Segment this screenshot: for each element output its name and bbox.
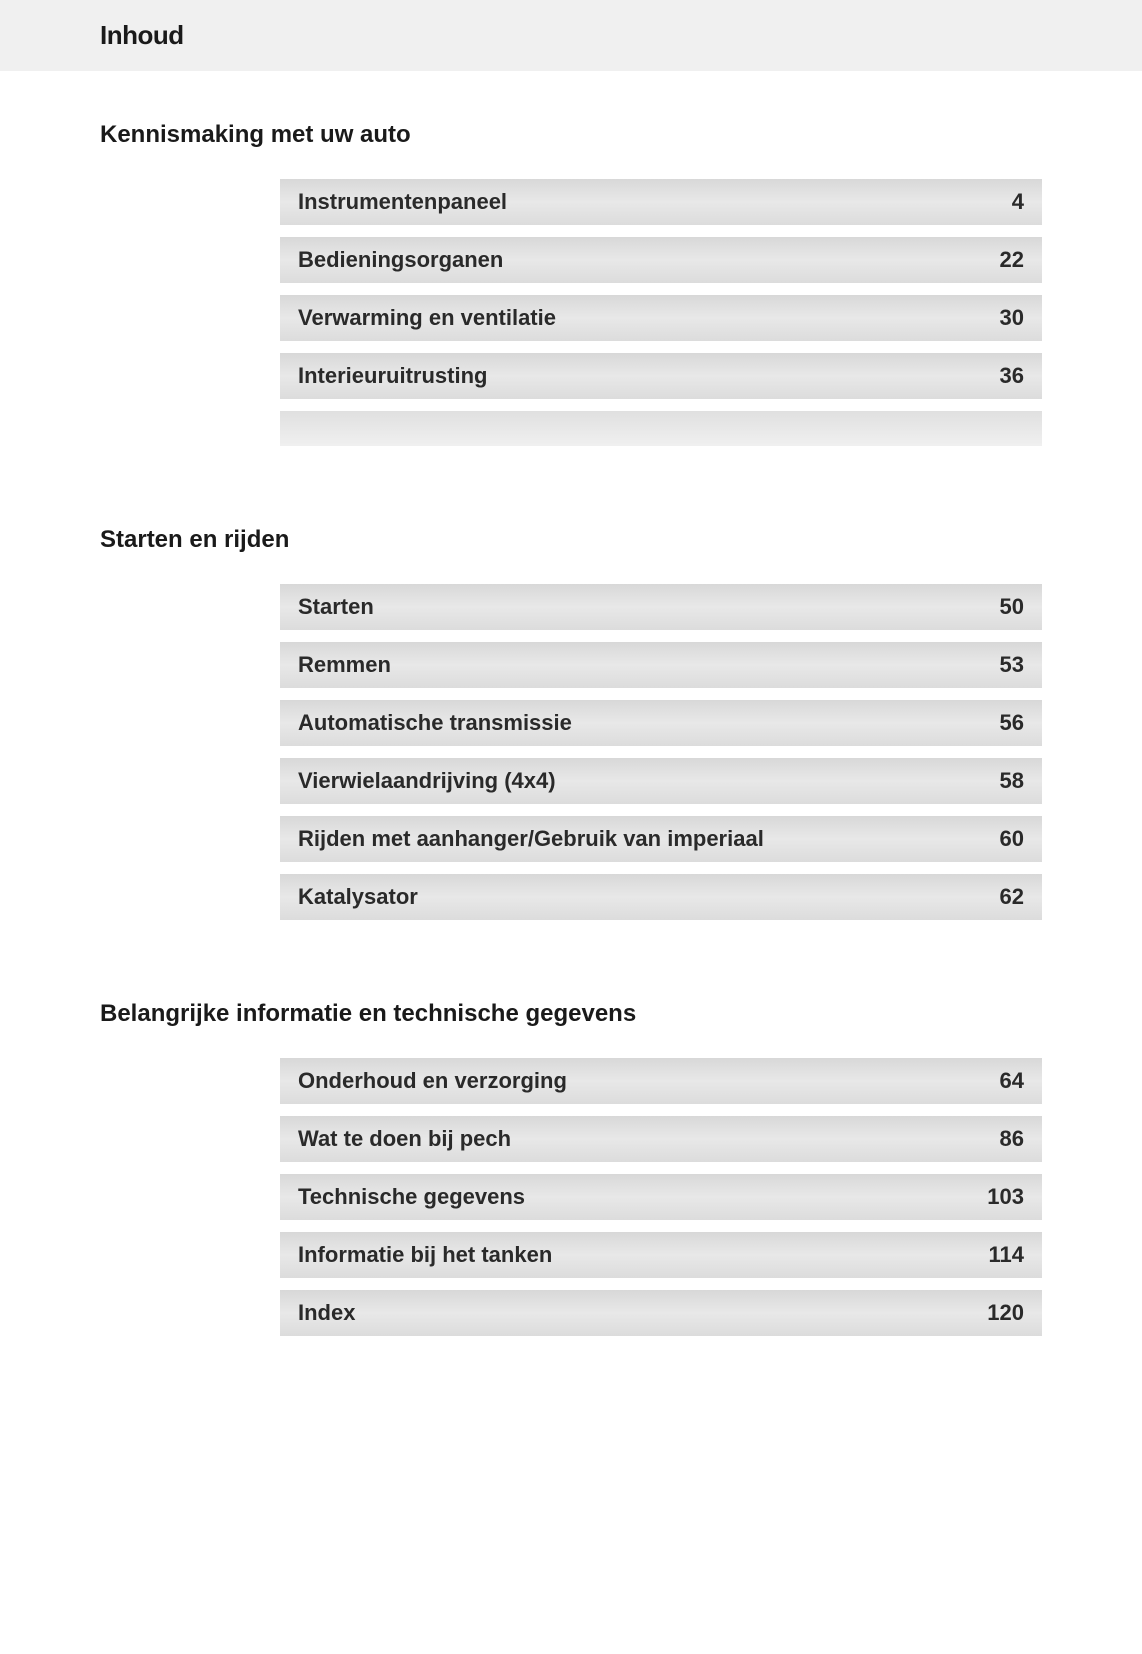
toc-page: 50 [1000,594,1024,620]
toc-page: 58 [1000,768,1024,794]
toc-label: Instrumentenpaneel [298,189,507,215]
toc-list: Onderhoud en verzorging 64 Wat te doen b… [280,1058,1042,1336]
toc-page: 56 [1000,710,1024,736]
toc-row: Index 120 [280,1290,1042,1336]
toc-row: Vierwielaandrijving (4x4) 58 [280,758,1042,804]
section-kennismaking: Kennismaking met uw auto Instrumentenpan… [100,121,1042,446]
toc-page: 103 [987,1184,1024,1210]
toc-label: Interieuruitrusting [298,363,487,389]
content-area: Kennismaking met uw auto Instrumentenpan… [0,71,1142,1456]
toc-label: Wat te doen bij pech [298,1126,511,1152]
toc-list: Starten 50 Remmen 53 Automatische transm… [280,584,1042,920]
toc-row: Interieuruitrusting 36 [280,353,1042,399]
toc-row: Bedieningsorganen 22 [280,237,1042,283]
toc-page: 62 [1000,884,1024,910]
toc-page: 114 [989,1242,1025,1268]
toc-page: 64 [1000,1068,1024,1094]
toc-row: Remmen 53 [280,642,1042,688]
toc-page: 36 [1000,363,1024,389]
section-title: Starten en rijden [100,526,1042,554]
section-starten: Starten en rijden Starten 50 Remmen 53 A… [100,526,1042,920]
toc-label: Remmen [298,652,391,678]
toc-row: Onderhoud en verzorging 64 [280,1058,1042,1104]
toc-label: Onderhoud en verzorging [298,1068,567,1094]
toc-row: Verwarming en ventilatie 30 [280,295,1042,341]
toc-row: Katalysator 62 [280,874,1042,920]
toc-page: 30 [1000,305,1024,331]
section-title: Kennismaking met uw auto [100,121,1042,149]
toc-row: Rijden met aanhanger/Gebruik van imperia… [280,816,1042,862]
section-belangrijke: Belangrijke informatie en technische geg… [100,1000,1042,1336]
toc-row: Automatische transmissie 56 [280,700,1042,746]
toc-page: 60 [1000,826,1024,852]
toc-row: Starten 50 [280,584,1042,630]
toc-page: 120 [987,1300,1024,1326]
toc-page: 53 [1000,652,1024,678]
toc-row: Technische gegevens 103 [280,1174,1042,1220]
page-title: Inhoud [100,20,1142,51]
toc-label: Index [298,1300,355,1326]
section-title: Belangrijke informatie en technische geg… [100,1000,1042,1028]
toc-label: Verwarming en ventilatie [298,305,556,331]
toc-label: Automatische transmissie [298,710,572,736]
toc-label: Rijden met aanhanger/Gebruik van imperia… [298,826,764,852]
toc-page: 4 [1012,189,1024,215]
toc-label: Starten [298,594,374,620]
toc-label: Bedieningsorganen [298,247,503,273]
toc-page: 86 [1000,1126,1024,1152]
toc-spacer [280,411,1042,446]
toc-row: Instrumentenpaneel 4 [280,179,1042,225]
toc-label: Vierwielaandrijving (4x4) [298,768,556,794]
toc-row: Wat te doen bij pech 86 [280,1116,1042,1162]
toc-label: Technische gegevens [298,1184,525,1210]
toc-page: 22 [1000,247,1024,273]
toc-list: Instrumentenpaneel 4 Bedieningsorganen 2… [280,179,1042,446]
header-bar: Inhoud [0,0,1142,71]
toc-label: Katalysator [298,884,418,910]
toc-label: Informatie bij het tanken [298,1242,552,1268]
toc-row: Informatie bij het tanken 114 [280,1232,1042,1278]
